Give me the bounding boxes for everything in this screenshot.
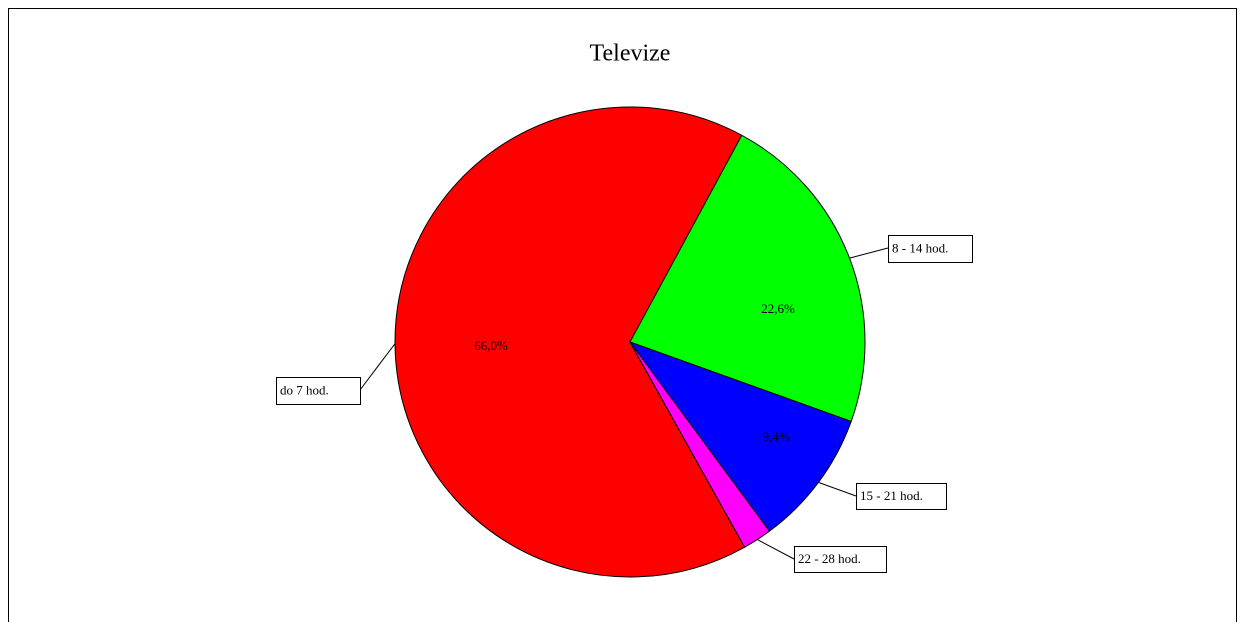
value-label: 66,0% [474,338,508,353]
pie-slice [629,341,771,548]
callout-box [856,483,947,510]
leader-line [818,481,857,497]
category-label: do 7 hod. [280,382,329,397]
category-label: 8 - 14 hod. [892,240,948,255]
leader-line [849,247,889,259]
value-label: 9,4% [762,429,789,444]
callout-box [794,546,887,573]
frame [8,8,1237,622]
leader-line [359,343,396,391]
pie-slice [629,134,866,423]
chart-title: Televize [590,41,671,67]
pie-slice [394,106,746,578]
value-label: 22,6% [761,301,795,316]
leader-line [757,539,795,560]
pie-slice [628,340,852,532]
category-label: 15 - 21 hod. [860,488,923,503]
category-label: 22 - 28 hod. [798,551,861,566]
callout-box [276,377,361,405]
callout-box [888,235,973,263]
